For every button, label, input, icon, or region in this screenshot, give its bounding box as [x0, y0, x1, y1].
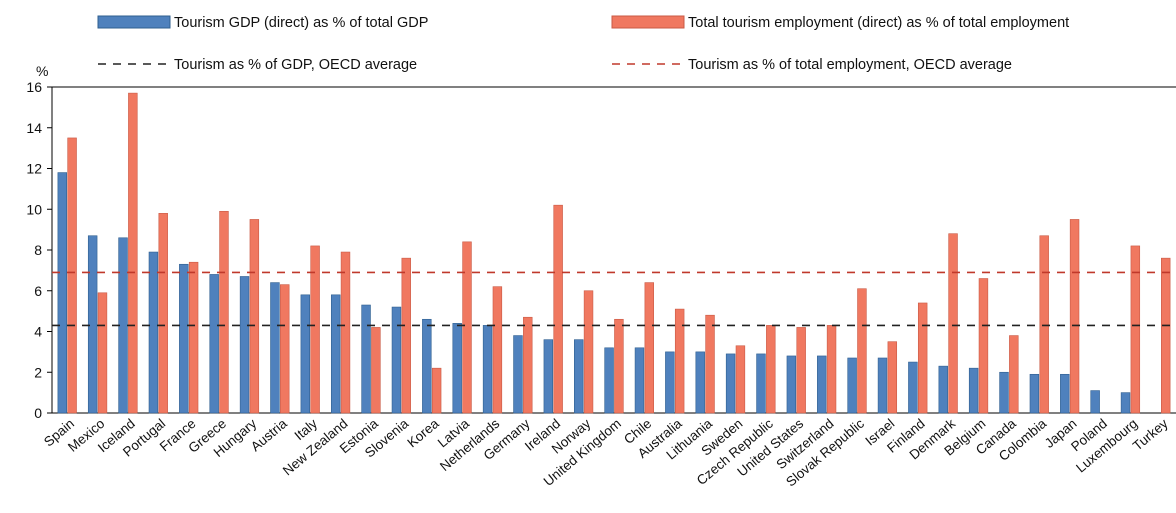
bar-gdp-mexico	[87, 235, 98, 414]
bar-employment-israel	[887, 341, 898, 414]
bar-gdp-united-kingdom	[604, 347, 614, 414]
bar-employment-greece	[219, 210, 229, 414]
x-category-label: Turkey	[1130, 416, 1171, 454]
y-tick-label: 14	[26, 120, 42, 136]
bar-gdp-estonia	[361, 304, 371, 414]
legend-label-employment: Total tourism employment (direct) as % o…	[688, 15, 1069, 31]
bar-gdp-korea	[422, 318, 432, 414]
bar-gdp-germany	[513, 335, 523, 414]
bar-employment-germany	[523, 316, 533, 414]
bar-gdp-denmark	[938, 365, 948, 414]
bar-employment-canada	[1009, 335, 1019, 414]
bar-gdp-colombia	[1029, 373, 1040, 414]
y-tick-label: 2	[34, 364, 42, 380]
bar-gdp-norway	[574, 339, 584, 414]
legend-swatch-gdp	[97, 15, 171, 29]
bar-gdp-slovak-republic	[847, 357, 857, 414]
bar-employment-norway	[583, 290, 594, 414]
y-axis-labels: 0 2 4 6 8 10 12 14 16	[26, 79, 42, 421]
x-axis-labels: SpainMexicoIcelandPortugalFranceGreeceHu…	[41, 415, 1171, 489]
bar-gdp-sweden	[725, 353, 736, 414]
bar-gdp-poland	[1090, 390, 1100, 414]
bar-employment-mexico	[97, 292, 108, 414]
y-axis-unit: %	[36, 63, 48, 79]
bar-employment-denmark	[948, 233, 958, 414]
bar-employment-slovenia	[401, 257, 411, 414]
bar-employment-portugal	[158, 213, 168, 414]
bar-gdp-austria	[270, 282, 280, 414]
bar-gdp-slovenia	[391, 306, 402, 414]
bar-gdp-portugal	[148, 251, 159, 414]
bar-employment-sweden	[735, 345, 746, 414]
legend: Tourism GDP (direct) as % of total GDP T…	[97, 15, 1069, 73]
x-category-label: Korea	[404, 415, 442, 450]
bar-employment-finland	[917, 302, 928, 414]
bar-gdp-hungary	[239, 276, 250, 414]
bar-gdp-netherlands	[482, 325, 493, 414]
bar-employment-australia	[674, 308, 685, 414]
bar-gdp-canada	[999, 371, 1009, 414]
bar-employment-united-states	[796, 327, 806, 414]
bar-employment-lithuania	[705, 314, 715, 414]
bar-gdp-spain	[57, 172, 67, 414]
bar-employment-colombia	[1039, 235, 1049, 414]
bar-gdp-greece	[209, 274, 219, 414]
bar-gdp-belgium	[968, 367, 979, 414]
bar-gdp-italy	[300, 294, 311, 414]
bar-gdp-ireland	[543, 339, 554, 414]
bar-employment-new-zealand	[340, 251, 351, 414]
bar-employment-estonia	[371, 327, 381, 414]
bar-employment-iceland	[128, 92, 138, 414]
bar-employment-chile	[644, 282, 654, 414]
bar-employment-korea	[431, 367, 442, 414]
bar-gdp-switzerland	[817, 355, 827, 414]
bar-employment-spain	[67, 137, 77, 414]
bar-employment-czech-republic	[766, 325, 776, 414]
bar-employment-switzerland	[826, 325, 837, 414]
bar-gdp-lithuania	[695, 351, 705, 414]
bar-employment-hungary	[249, 219, 260, 414]
bar-employment-belgium	[978, 278, 989, 414]
y-tick-label: 6	[34, 283, 42, 299]
bar-gdp-france	[179, 263, 189, 414]
bar-employment-netherlands	[492, 286, 503, 414]
bar-gdp-united-states	[786, 355, 797, 414]
y-tick-label: 10	[26, 201, 42, 217]
bar-gdp-luxembourg	[1120, 392, 1131, 414]
bar-gdp-new-zealand	[330, 294, 341, 414]
bar-employment-luxembourg	[1130, 245, 1141, 414]
y-tick-label: 8	[34, 242, 42, 258]
bar-gdp-finland	[908, 361, 918, 414]
y-tick-label: 16	[26, 79, 42, 95]
bar-employment-latvia	[462, 241, 472, 414]
bar-employment-italy	[310, 245, 320, 414]
bar-gdp-australia	[665, 351, 675, 414]
y-tick-label: 12	[26, 161, 42, 177]
y-tick-label: 4	[34, 324, 42, 340]
bar-employment-turkey	[1161, 257, 1171, 414]
bar-employment-austria	[280, 284, 290, 414]
bar-gdp-latvia	[452, 323, 462, 414]
bar-employment-united-kingdom	[614, 318, 624, 414]
bar-gdp-israel	[877, 357, 888, 414]
bar-gdp-japan	[1060, 373, 1070, 414]
legend-label-gdp: Tourism GDP (direct) as % of total GDP	[174, 15, 428, 31]
bar-employment-japan	[1069, 219, 1080, 414]
bar-gdp-chile	[634, 347, 645, 414]
legend-label-employment-average: Tourism as % of total employment, OECD a…	[688, 57, 1012, 73]
bar-employment-france	[188, 261, 199, 414]
y-tick-label: 0	[34, 405, 42, 421]
plot-area	[47, 86, 1176, 414]
bar-employment-slovak-republic	[857, 288, 867, 414]
legend-label-gdp-average: Tourism as % of GDP, OECD average	[174, 57, 417, 73]
bar-gdp-czech-republic	[756, 353, 766, 414]
legend-swatch-employment	[611, 15, 685, 29]
bar-employment-ireland	[553, 204, 563, 414]
